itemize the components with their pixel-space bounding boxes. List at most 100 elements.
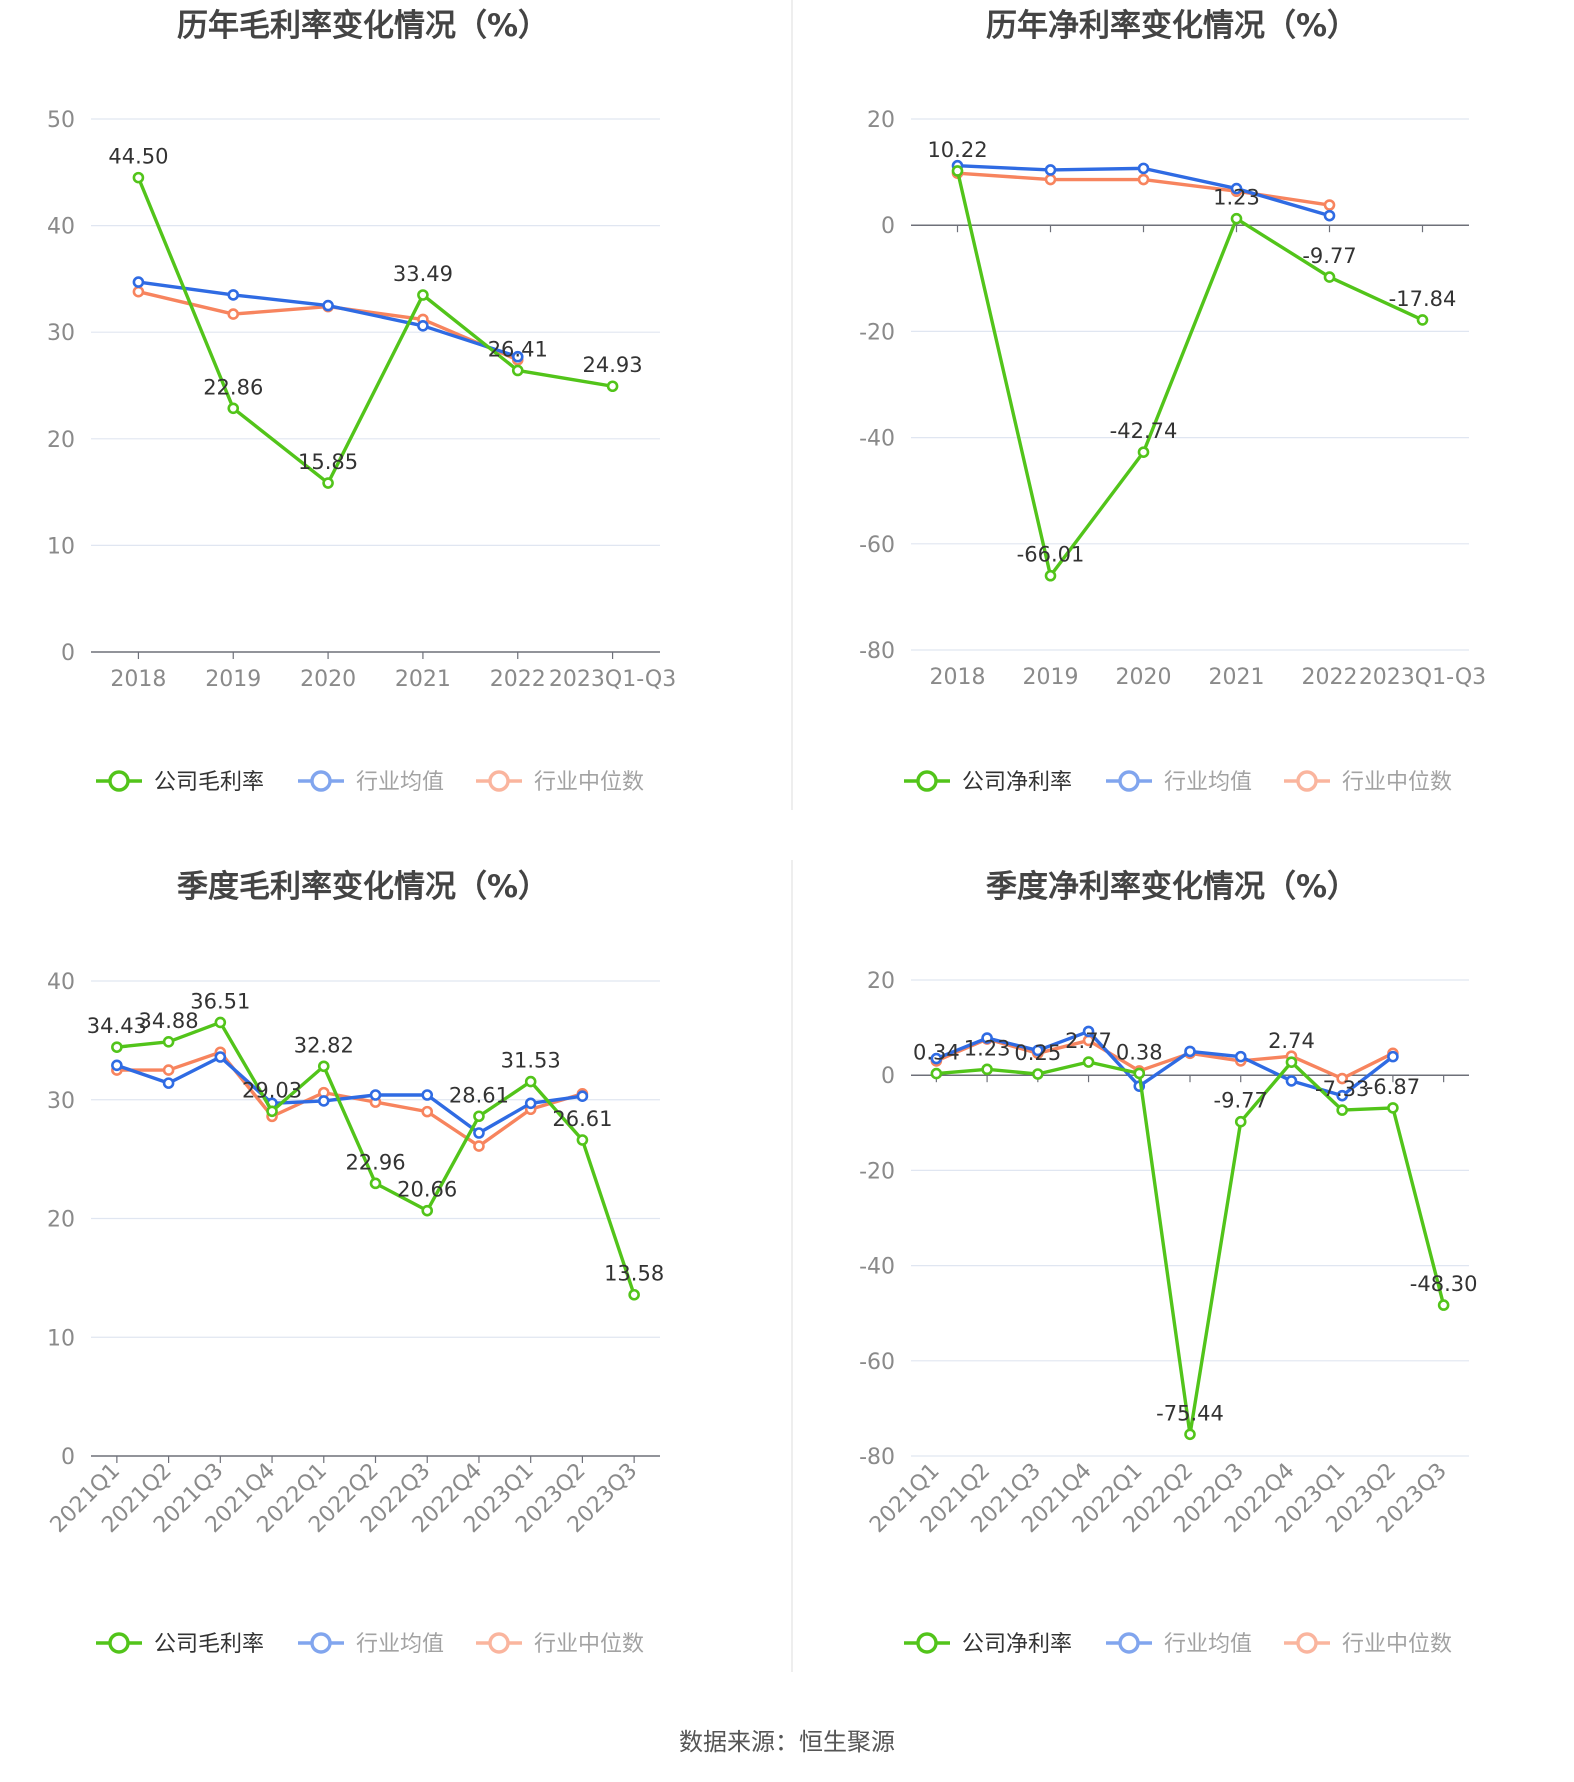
data-point-company bbox=[132, 171, 145, 184]
data-label: 15.85 bbox=[298, 450, 358, 474]
data-point-company bbox=[1234, 1115, 1247, 1128]
chart-title: 季度净利率变化情况（%） bbox=[986, 869, 1358, 905]
data-point-company bbox=[1285, 1056, 1298, 1068]
data-point-median bbox=[1336, 1072, 1348, 1085]
legend-item-median[interactable]: 行业中位数 bbox=[476, 770, 644, 795]
data-point-company bbox=[524, 1075, 537, 1088]
legend-item-median[interactable]: 行业中位数 bbox=[1284, 1632, 1452, 1657]
x-tick-label: 2023Q1-Q3 bbox=[549, 667, 676, 692]
data-label: -6.87 bbox=[1366, 1075, 1420, 1099]
data-label: -7.33 bbox=[1315, 1077, 1369, 1101]
data-point-company bbox=[1437, 1299, 1450, 1311]
data-point-company bbox=[1416, 314, 1429, 326]
chart-title: 历年毛利率变化情况（%） bbox=[177, 8, 549, 44]
legend-label: 行业均值 bbox=[1164, 1632, 1252, 1657]
data-point-company bbox=[1044, 569, 1057, 582]
data-label: 20.66 bbox=[397, 1178, 457, 1202]
data-label: -42.74 bbox=[1110, 419, 1178, 443]
data-point-company bbox=[317, 1060, 330, 1073]
data-point-company bbox=[417, 289, 429, 301]
chart-4: 季度净利率变化情况（%）-80-60-40-200202021Q12021Q22… bbox=[859, 869, 1477, 1657]
legend-item-median[interactable]: 行业中位数 bbox=[476, 1632, 644, 1657]
legend-circle-icon bbox=[1296, 770, 1318, 792]
data-point-company bbox=[981, 1063, 993, 1076]
legend-circle-icon bbox=[108, 770, 130, 792]
data-label: 22.86 bbox=[203, 375, 263, 399]
legend-label: 行业中位数 bbox=[1342, 770, 1452, 795]
data-point-avg bbox=[111, 1059, 123, 1072]
x-tick-label: 2018 bbox=[110, 667, 166, 692]
data-point-avg bbox=[1044, 164, 1057, 176]
series-line-avg bbox=[116, 1055, 583, 1135]
x-tick-label: 2018 bbox=[930, 665, 986, 690]
data-point-avg bbox=[421, 1089, 434, 1101]
y-tick-label: 30 bbox=[47, 321, 75, 346]
data-point-company bbox=[369, 1177, 382, 1190]
data-point-avg bbox=[473, 1127, 485, 1139]
legend-label: 行业均值 bbox=[1164, 770, 1252, 795]
legend-label: 公司毛利率 bbox=[154, 1632, 264, 1657]
y-tick-label: -40 bbox=[859, 427, 895, 452]
data-point-company bbox=[930, 1067, 943, 1080]
data-point-avg bbox=[1234, 1050, 1247, 1063]
data-point-company bbox=[322, 477, 334, 489]
legend-item-company[interactable]: 公司毛利率 bbox=[96, 1632, 264, 1657]
data-point-company bbox=[162, 1036, 175, 1048]
data-point-avg bbox=[132, 276, 145, 288]
data-point-company bbox=[1184, 1428, 1196, 1441]
data-point-company bbox=[421, 1204, 434, 1217]
chart-3: 季度毛利率变化情况（%）0102030402021Q12021Q22021Q32… bbox=[46, 869, 665, 1657]
y-tick-label: 30 bbox=[47, 1089, 75, 1114]
data-point-avg bbox=[981, 1032, 993, 1044]
data-label: 36.51 bbox=[190, 989, 250, 1013]
legend-circle-icon bbox=[108, 1632, 130, 1654]
data-point-avg bbox=[1336, 1089, 1348, 1102]
data-point-median bbox=[1137, 173, 1150, 186]
y-tick-label: 10 bbox=[47, 534, 75, 559]
x-tick-label: 2022 bbox=[490, 667, 546, 692]
data-label: 2.77 bbox=[1065, 1029, 1112, 1053]
data-point-median bbox=[132, 285, 145, 298]
x-tick-label: 2022 bbox=[1302, 665, 1358, 690]
y-tick-label: 20 bbox=[867, 969, 895, 994]
data-point-avg bbox=[576, 1090, 589, 1102]
legend-item-company[interactable]: 公司净利率 bbox=[904, 770, 1072, 795]
data-point-avg bbox=[1137, 162, 1150, 175]
legend-item-avg[interactable]: 行业均值 bbox=[298, 1632, 444, 1657]
legend-circle-icon bbox=[488, 1632, 510, 1654]
legend-label: 公司净利率 bbox=[962, 770, 1072, 795]
data-label: 29.03 bbox=[242, 1078, 302, 1102]
y-tick-label: -80 bbox=[859, 639, 895, 664]
legend-item-median[interactable]: 行业中位数 bbox=[1284, 770, 1452, 795]
data-label: -17.84 bbox=[1389, 287, 1457, 311]
data-point-median bbox=[421, 1105, 434, 1118]
data-label: -66.01 bbox=[1017, 543, 1085, 567]
data-label: 32.82 bbox=[294, 1033, 354, 1057]
data-point-company bbox=[227, 402, 240, 415]
y-tick-label: -20 bbox=[859, 320, 895, 345]
legend-item-avg[interactable]: 行业均值 bbox=[1106, 1632, 1252, 1657]
data-point-avg bbox=[317, 1095, 330, 1107]
legend-item-company[interactable]: 公司净利率 bbox=[904, 1632, 1072, 1657]
legend-item-company[interactable]: 公司毛利率 bbox=[96, 770, 264, 795]
data-label: 0.38 bbox=[1116, 1040, 1163, 1064]
data-point-avg bbox=[1082, 1025, 1095, 1038]
data-point-median bbox=[162, 1064, 175, 1076]
legend-item-avg[interactable]: 行业均值 bbox=[1106, 770, 1252, 795]
data-point-avg bbox=[1387, 1050, 1399, 1063]
chart-2: 历年净利率变化情况（%） -80 -60 -40 -20 0 20 2018 2019 2020 2… bbox=[859, 8, 1486, 795]
data-point-median bbox=[473, 1140, 485, 1152]
data-label: 1.23 bbox=[1213, 186, 1260, 210]
data-point-company bbox=[576, 1134, 589, 1146]
data-label: 24.93 bbox=[583, 353, 643, 377]
x-tick-label: 2019 bbox=[205, 667, 261, 692]
legend-item-avg[interactable]: 行业均值 bbox=[298, 770, 444, 795]
legend-circle-icon bbox=[916, 770, 938, 792]
data-label: 34.43 bbox=[87, 1014, 147, 1038]
legend-label: 行业中位数 bbox=[1342, 1632, 1452, 1657]
data-point-company bbox=[214, 1016, 227, 1029]
data-point-avg bbox=[1230, 182, 1243, 195]
data-label: 0.25 bbox=[1014, 1041, 1061, 1065]
series-line-company bbox=[936, 1060, 1446, 1436]
data-point-avg bbox=[1323, 209, 1336, 222]
